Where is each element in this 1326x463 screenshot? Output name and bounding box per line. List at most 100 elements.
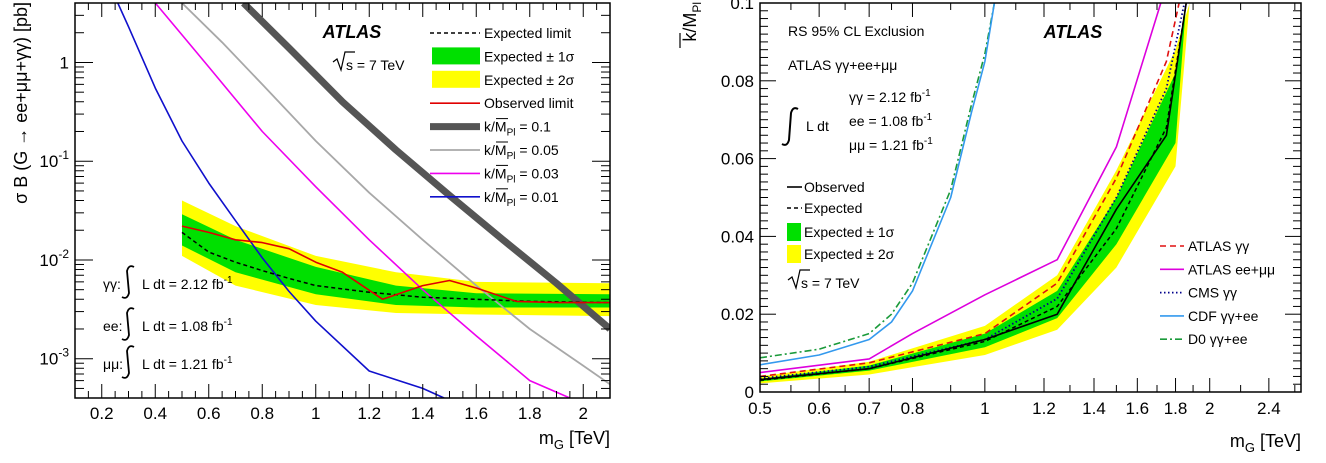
y-tick-label: 10-1 [39, 148, 69, 171]
lumi-value: L dt = 1.08 fb-1 [142, 317, 233, 334]
legend-label: D0 γγ+ee [1188, 331, 1248, 347]
x-tick-label: 2 [1205, 399, 1214, 418]
sqrt-icon [332, 51, 355, 73]
x-axis-label: mG [TeV] [1230, 431, 1301, 455]
energy-label: s = 7 TeV [346, 57, 405, 73]
x-tick-label: 0.7 [857, 399, 881, 418]
legend-label: Expected ± 1σ [484, 48, 575, 64]
y-tick-label: 0 [745, 383, 754, 402]
series-atlas-ee+- [760, 3, 1162, 374]
legend-label: Observed limit [484, 95, 574, 111]
x-axis-label: mG [TeV] [539, 428, 610, 452]
y-tick-label: 0.1 [730, 0, 754, 13]
y-axis-label: k/MPl [680, 2, 704, 42]
series-d0-+ee [760, 3, 996, 359]
legend-label: CMS γγ [1188, 285, 1237, 301]
lumi-prefix: L dt [806, 118, 829, 134]
integral-icon [781, 107, 799, 146]
plot-area [117, 3, 610, 398]
series-k-m-0-05 [181, 3, 610, 386]
lumi-value: L dt = 2.12 fb-1 [142, 275, 233, 292]
x-tick-label: 1.4 [1082, 399, 1106, 418]
expected-1sigma-band [182, 214, 610, 308]
legend-swatch [787, 223, 801, 241]
series-cms- [760, 3, 1186, 380]
y-tick-label: 0.06 [721, 150, 754, 169]
legend-label: Expected ± 1σ [804, 224, 895, 240]
series-observed-limit [181, 225, 610, 304]
x-tick-label: 0.5 [748, 399, 772, 418]
x-tick-label: 1.6 [1126, 399, 1150, 418]
x-tick-label: 1.4 [411, 404, 435, 423]
series-k-m-0-01 [117, 3, 445, 398]
legend-label: Expected [804, 200, 862, 216]
coupling-exclusion-chart: 0.5 0.6 0.7 0.8 1 1.2 1.4 1.6 1.8 2 2.4 0 0.02 0.04 0.… [679, 0, 1302, 455]
legend-swatch [432, 47, 480, 65]
y-tick-label: 0.04 [721, 227, 754, 246]
legend-label: k/MPl = 0.03 [484, 165, 559, 185]
y-tick-label: 10-3 [39, 346, 69, 369]
legend-label: Observed [804, 179, 865, 195]
y-tick-label: 0.02 [721, 305, 754, 324]
x-tick-label: 0.6 [197, 404, 221, 423]
series-observed [760, 3, 1187, 381]
combination-label: ATLAS γγ+ee+μμ [788, 57, 897, 73]
legend-label: Expected ± 2σ [804, 246, 895, 262]
y-tick-label: 0.08 [721, 72, 754, 91]
series-expected-limit [181, 231, 610, 304]
lumi-channel: ee: [103, 318, 122, 334]
x-tick-label: 2 [579, 404, 588, 423]
lumi-value: ee = 1.08 fb-1 [849, 112, 933, 129]
x-tick-label: 1 [311, 404, 320, 423]
atlas-label: ATLAS [1043, 22, 1103, 42]
legend-label: k/MPl = 0.1 [484, 119, 551, 139]
x-tick-label: 0.6 [807, 399, 831, 418]
legend-label: ATLAS ee+μμ [1188, 261, 1275, 277]
lumi-value: L dt = 1.21 fb-1 [142, 355, 233, 372]
legend-label: Expected limit [484, 25, 571, 41]
expected-1sigma-band [760, 3, 1187, 382]
x-tick-label: 0.4 [143, 404, 167, 423]
x-tick-label: 1.2 [1032, 399, 1056, 418]
cross-section-limit-chart: 0.2 0.4 0.6 0.8 1 1.2 1.4 1.6 1.8 2 1 10-1 10-2 10-3 m… [11, 2, 611, 452]
expected-2sigma-band [182, 200, 610, 317]
legend-label: CDF γγ+ee [1188, 308, 1259, 324]
atlas-label: ATLAS [322, 22, 382, 42]
x-tick-label: 1.2 [357, 404, 381, 423]
sqrt-icon [787, 269, 810, 291]
x-tick-label: 0.8 [250, 404, 274, 423]
lumi-channel: μμ: [103, 356, 123, 372]
x-tick-label: 1.8 [1164, 399, 1188, 418]
integral-icon [121, 345, 135, 379]
lumi-value: μμ = 1.21 fb-1 [849, 136, 933, 153]
integral-icon [121, 265, 135, 299]
y-tick-label: 1 [60, 53, 69, 72]
series-k-m-0-1 [241, 3, 610, 332]
legend-swatch [432, 70, 480, 88]
x-tick-label: 1.8 [518, 404, 542, 423]
x-tick-label: 2.4 [1257, 399, 1281, 418]
lumi-channel: γγ: [103, 276, 121, 292]
series-k-m-0-03 [154, 3, 571, 398]
x-tick-label: 0.2 [90, 404, 114, 423]
legend-label: ATLAS γγ [1188, 238, 1249, 254]
legend-label: k/MPl = 0.01 [484, 189, 559, 209]
legend-swatch [787, 245, 801, 263]
expected-2sigma-band [760, 3, 1190, 384]
series-expected [760, 3, 1187, 382]
integral-icon [121, 307, 135, 341]
series-cdf-+ee [760, 3, 996, 366]
x-tick-label: 1 [980, 399, 989, 418]
legend-label: k/MPl = 0.05 [484, 142, 559, 162]
energy-label: s = 7 TeV [801, 275, 860, 291]
x-tick-label: 0.8 [901, 399, 925, 418]
exclusion-label: RS 95% CL Exclusion [788, 23, 924, 39]
x-tick-label: 1.6 [464, 404, 488, 423]
lumi-value: γγ = 2.12 fb-1 [849, 88, 931, 105]
y-axis-label: σ B (G → ee+μμ+γγ) [pb] [11, 2, 31, 204]
y-tick-label: 10-2 [39, 247, 69, 270]
legend-label: Expected ± 2σ [484, 72, 575, 88]
plot-area [760, 3, 1190, 384]
series-atlas- [760, 3, 1180, 378]
